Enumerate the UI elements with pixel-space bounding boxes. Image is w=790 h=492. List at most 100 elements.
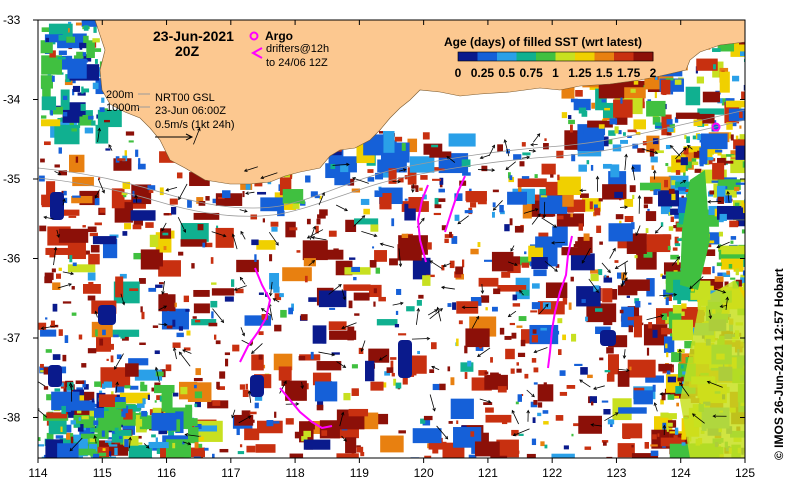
sst-age-patch [395,310,399,315]
sst-age-patch [537,301,565,315]
valid-time-label: 23-Jun 06:00Z [155,105,226,117]
x-tick-label: 118 [286,466,305,480]
current-vector [519,289,524,296]
sst-age-patch [155,437,158,444]
sst-age-patch [375,172,384,180]
sst-age-patch [448,133,476,147]
sst-age-patch [665,77,674,81]
sst-age-patch [507,172,511,179]
sst-age-patch [66,400,95,411]
sst-age-patch [518,186,522,194]
current-vector [378,354,388,361]
sst-age-patch [150,446,159,451]
sst-age-patch [432,448,439,454]
sst-age-patch [345,437,357,454]
drifter-tracks [239,175,573,430]
sst-age-patch [658,363,672,372]
sst-age-patch [273,286,280,293]
sst-age-patch [104,119,110,123]
sst-age-patch [43,386,49,390]
current-vector [480,283,485,294]
sst-age-patch [578,223,584,231]
sst-age-patch [573,244,582,248]
sst-age-patch [183,347,191,351]
sst-age-patch [667,394,675,400]
sst-age-patch [285,418,294,425]
sst-age-patch [562,334,567,341]
sst-age-patch [374,190,383,198]
sst-age-patch [336,453,359,458]
sst-age-patch [484,374,508,390]
sst-age-patch [509,322,515,326]
sst-age-patch [53,106,63,115]
sst-age-patch [711,180,719,183]
sst-age-patch [429,151,452,158]
current-vector [182,349,192,354]
sst-age-patch [504,335,512,340]
sst-age-patch [427,242,432,250]
sst-age-patch [48,365,62,387]
sst-age-patch [172,319,176,327]
sst-age-patch [468,454,477,458]
sst-age-patch [38,444,45,447]
sst-age-patch [99,107,105,113]
sst-age-patch [497,386,507,393]
sst-age-patch [389,258,398,266]
age-colorbar-ticks: 0 0.25 0.5 0.75 1 1.25 1.5 1.75 2 [455,66,657,80]
sst-age-patch [261,314,269,320]
vector-scale-arrow [155,133,194,141]
sst-age-patch [431,342,437,350]
sst-age-patch [504,224,510,232]
sst-age-patch [423,415,433,421]
sst-age-patch [57,443,79,458]
sst-age-patch [590,269,599,274]
sst-age-patch [172,392,179,397]
sst-age-patch [429,369,435,374]
sst-age-patch [254,395,263,401]
sst-age-patch [90,428,98,432]
sst-age-patch [351,388,359,396]
sst-age-patch [533,382,538,385]
current-vector [411,336,431,341]
sst-age-patch [328,230,337,237]
sst-age-patch [245,183,251,190]
sst-age-patch [601,400,609,403]
sst-age-patch [407,138,418,153]
x-tick-label: 116 [157,466,176,480]
sst-age-patch [94,59,98,64]
sst-age-patch [550,174,554,178]
colorbar-outline [457,51,654,62]
current-vector [719,304,728,309]
sst-age-patch [716,262,722,267]
sst-age-patch [56,273,62,279]
sst-age-patch [178,381,198,400]
current-vector [318,191,325,206]
sst-age-patch [649,148,655,157]
sst-age-patch [128,358,149,366]
sst-age-patch [557,174,560,181]
current-vector [526,409,530,422]
sst-age-patch [674,117,679,123]
sst-age-patch [733,139,745,150]
sst-age-patch [724,195,732,204]
sst-age-patch [568,115,572,120]
sst-age-patch [87,272,96,281]
drifter-legend-line2: to 24/06 12Z [266,57,328,69]
sst-age-patch [510,256,521,267]
sst-age-patch [422,194,427,200]
sst-age-patch [114,427,119,434]
sst-age-patch [82,250,90,255]
colorbar-tick-label: 1.5 [596,66,613,80]
colorbar-swatch [594,52,615,61]
sst-age-patch [709,190,715,195]
current-vector [579,188,587,193]
sst-age-patch [602,288,613,303]
sst-age-patch [212,400,221,406]
sst-age-patch [376,319,398,326]
sst-age-patch [334,167,351,186]
sst-age-patch [169,198,178,205]
sst-age-patch [718,231,723,237]
x-tick-label: 121 [478,466,498,480]
sst-age-patch [531,335,538,343]
current-vector [300,381,304,390]
